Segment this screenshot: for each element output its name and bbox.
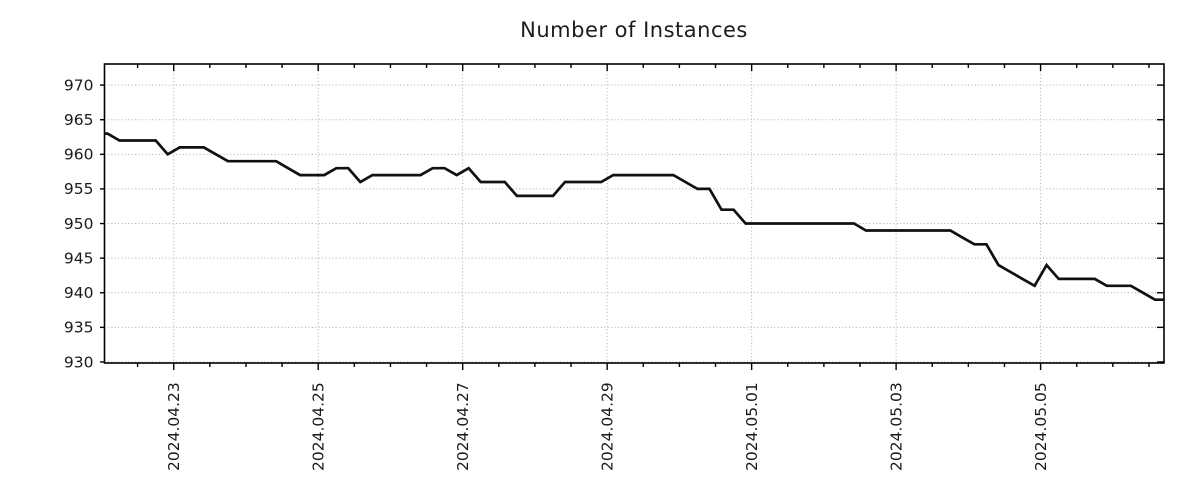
y-tick-label: 940 <box>64 284 94 302</box>
data-line-instances <box>104 132 1164 302</box>
y-tick-label: 945 <box>64 249 94 267</box>
y-tick-label: 930 <box>64 353 94 371</box>
x-tick-label: 2024.05.03 <box>887 382 905 471</box>
gridlines <box>104 64 1164 363</box>
x-tick-label: 2024.04.29 <box>598 382 616 471</box>
tick-labels: 930 935 940 945 950 955 960 965 970 2024.04.23 202… <box>64 76 1050 471</box>
y-tick-label: 955 <box>64 180 94 198</box>
y-tick-label: 935 <box>64 319 94 337</box>
x-tick-label: 2024.04.25 <box>309 382 327 471</box>
y-tick-label: 965 <box>64 111 94 129</box>
x-tick-label: 2024.05.01 <box>743 382 761 471</box>
axis-ticks <box>100 64 1164 370</box>
y-tick-label: 950 <box>64 215 94 233</box>
x-tick-label: 2024.05.05 <box>1032 382 1050 471</box>
plot-border <box>103 63 1165 364</box>
x-tick-label: 2024.04.23 <box>165 382 183 471</box>
chart-title: Number of Instances <box>520 18 748 42</box>
x-tick-label: 2024.04.27 <box>454 382 472 471</box>
y-tick-label: 960 <box>64 146 94 164</box>
y-tick-label: 970 <box>64 76 94 94</box>
